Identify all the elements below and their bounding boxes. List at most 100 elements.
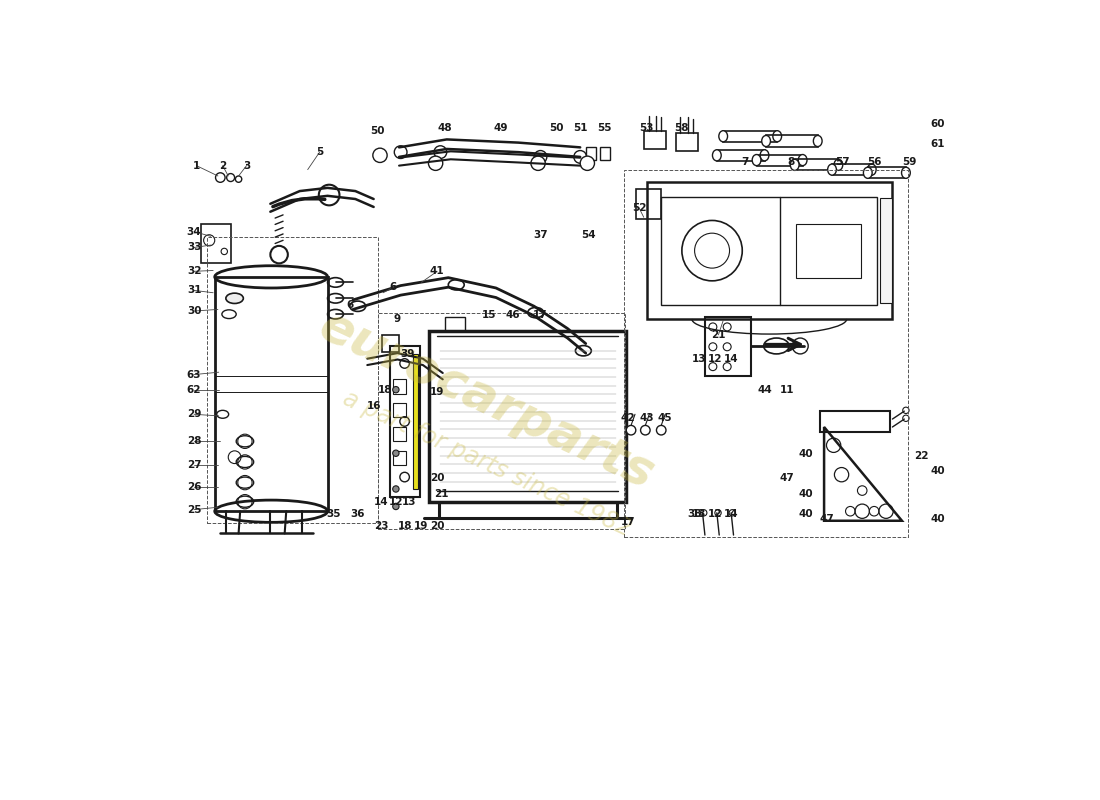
Text: 44: 44	[757, 386, 772, 395]
Text: 38: 38	[688, 509, 702, 518]
Text: 40: 40	[799, 449, 813, 459]
Circle shape	[701, 510, 707, 516]
Ellipse shape	[718, 130, 727, 142]
Text: 63: 63	[187, 370, 201, 379]
Text: 37: 37	[534, 230, 548, 240]
Bar	[429, 331, 626, 502]
Circle shape	[792, 338, 808, 354]
Text: 29: 29	[187, 410, 201, 419]
Text: 8: 8	[788, 157, 794, 166]
Circle shape	[626, 426, 636, 435]
Bar	[832, 164, 872, 175]
Ellipse shape	[761, 135, 770, 146]
Circle shape	[531, 156, 546, 170]
Text: 7: 7	[741, 157, 748, 166]
Text: 62: 62	[187, 386, 201, 395]
Text: 56: 56	[867, 157, 881, 166]
Text: 53: 53	[640, 122, 654, 133]
Text: 40: 40	[799, 509, 813, 518]
Bar	[377, 313, 626, 529]
Text: 13: 13	[692, 354, 706, 364]
Circle shape	[227, 174, 234, 182]
Text: 28: 28	[187, 436, 201, 446]
Text: 1: 1	[192, 161, 200, 170]
Text: 31: 31	[187, 286, 201, 295]
Text: 27: 27	[187, 460, 201, 470]
Ellipse shape	[449, 280, 464, 290]
Text: 58: 58	[674, 122, 689, 133]
Circle shape	[429, 156, 442, 170]
Ellipse shape	[868, 164, 876, 175]
Bar	[446, 317, 465, 331]
Text: 15: 15	[482, 310, 496, 320]
Bar	[880, 198, 892, 303]
Circle shape	[715, 510, 722, 516]
Text: 42: 42	[620, 414, 635, 423]
Bar	[705, 317, 751, 376]
Text: 13: 13	[692, 509, 706, 518]
Circle shape	[535, 150, 547, 163]
Bar	[201, 225, 231, 262]
Circle shape	[373, 148, 387, 162]
Text: 6: 6	[389, 282, 397, 292]
Bar	[821, 411, 890, 432]
Text: 33: 33	[187, 242, 201, 253]
Text: 21: 21	[712, 330, 726, 340]
Bar	[661, 197, 878, 305]
Text: 41: 41	[430, 266, 444, 276]
Text: 9: 9	[394, 314, 402, 324]
Text: 43: 43	[639, 414, 654, 423]
Ellipse shape	[226, 293, 243, 303]
Bar	[717, 150, 764, 161]
Text: 13: 13	[403, 497, 417, 506]
Ellipse shape	[713, 150, 722, 161]
Text: 5: 5	[316, 147, 323, 157]
Text: 50: 50	[371, 126, 385, 137]
Text: 36: 36	[351, 509, 365, 518]
Text: 49: 49	[494, 122, 508, 133]
Text: 60: 60	[931, 118, 945, 129]
Bar	[382, 335, 399, 352]
Bar	[766, 135, 817, 146]
Circle shape	[393, 486, 399, 492]
Text: 40: 40	[799, 489, 813, 498]
Circle shape	[580, 156, 594, 170]
Bar	[636, 189, 661, 219]
Text: 39: 39	[399, 349, 415, 359]
Bar	[394, 451, 406, 465]
Ellipse shape	[763, 338, 789, 354]
Text: 35: 35	[327, 509, 341, 518]
Text: 11: 11	[780, 386, 794, 395]
Bar	[644, 131, 666, 149]
Bar	[394, 427, 406, 442]
Ellipse shape	[834, 159, 843, 170]
Text: 40: 40	[931, 514, 945, 524]
Text: 48: 48	[438, 122, 452, 133]
Ellipse shape	[799, 154, 807, 166]
Bar	[757, 154, 803, 166]
Bar	[796, 224, 861, 278]
Bar	[586, 147, 596, 160]
Ellipse shape	[350, 301, 365, 311]
Bar	[647, 182, 892, 319]
Text: 22: 22	[914, 450, 929, 461]
Text: 52: 52	[631, 202, 646, 213]
Text: 54: 54	[581, 230, 595, 240]
Ellipse shape	[790, 159, 799, 170]
Circle shape	[657, 426, 665, 435]
Text: 40: 40	[931, 466, 945, 477]
Text: 17: 17	[534, 310, 548, 320]
Text: 16: 16	[366, 402, 381, 411]
Ellipse shape	[773, 130, 782, 142]
Circle shape	[640, 426, 650, 435]
Bar	[214, 277, 328, 511]
Text: 26: 26	[187, 482, 201, 492]
Circle shape	[729, 510, 736, 516]
Bar	[394, 403, 406, 418]
Text: eurocarparts: eurocarparts	[311, 302, 661, 498]
Circle shape	[319, 185, 340, 206]
Text: 30: 30	[187, 306, 201, 316]
Text: 55: 55	[597, 122, 612, 133]
Bar	[624, 170, 908, 537]
Text: 23: 23	[374, 521, 388, 530]
